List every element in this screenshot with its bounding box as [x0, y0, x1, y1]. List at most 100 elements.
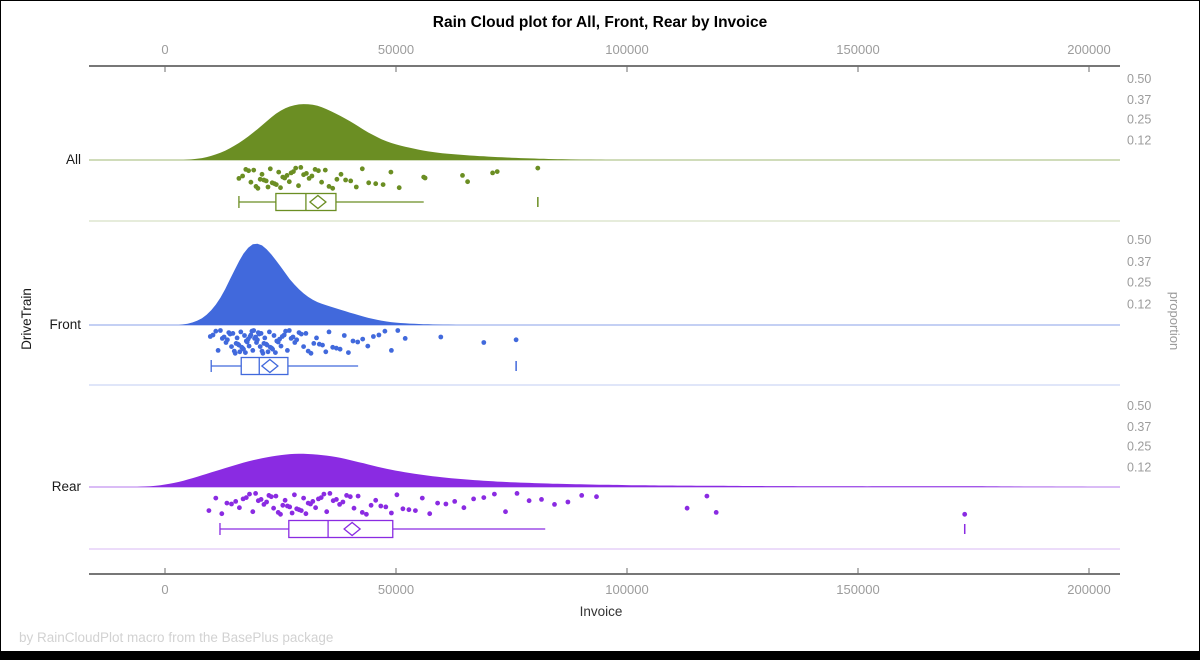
data-point	[452, 499, 458, 504]
density-area-rear	[137, 453, 1108, 487]
data-point	[246, 343, 252, 349]
data-point	[246, 168, 252, 174]
data-point	[435, 500, 440, 506]
data-point	[419, 495, 425, 501]
x-tick-label: 50000	[378, 582, 414, 597]
data-point	[402, 336, 408, 341]
box-rect	[288, 519, 394, 539]
plot-title: Rain Cloud plot for All, Front, Rear by …	[432, 14, 768, 31]
data-point	[276, 169, 282, 175]
data-point	[248, 179, 254, 185]
data-point	[376, 332, 382, 338]
data-point	[704, 493, 710, 499]
data-point	[400, 506, 406, 512]
data-point	[337, 346, 343, 352]
data-point	[237, 349, 243, 355]
data-point	[233, 499, 239, 504]
data-point	[344, 493, 349, 498]
box-plot-front	[210, 356, 517, 376]
data-point	[366, 180, 372, 186]
data-point	[438, 334, 444, 340]
data-point	[238, 329, 244, 335]
data-point	[278, 511, 283, 517]
data-point	[251, 328, 257, 333]
data-point	[314, 335, 319, 341]
mean-diamond	[260, 358, 279, 374]
data-point	[234, 335, 240, 341]
data-point	[303, 331, 309, 336]
data-point	[285, 348, 290, 353]
data-point	[594, 494, 599, 500]
data-point	[251, 167, 257, 173]
data-point	[215, 348, 221, 353]
x-tick-label: 200000	[1067, 582, 1110, 597]
data-point	[248, 332, 254, 338]
data-point	[368, 502, 374, 508]
data-point	[213, 328, 219, 334]
data-point	[330, 344, 336, 350]
data-point	[371, 334, 376, 339]
data-point	[316, 168, 321, 174]
data-point	[526, 498, 532, 504]
data-point	[221, 334, 227, 340]
data-point	[552, 502, 557, 507]
data-point	[268, 494, 274, 500]
data-point	[539, 497, 544, 502]
data-point	[355, 493, 361, 499]
data-point	[383, 504, 389, 510]
data-point	[309, 173, 315, 179]
x-tick-label: 150000	[836, 42, 879, 57]
proportion-tick-label: 0.50	[1127, 72, 1151, 86]
data-point	[343, 177, 348, 183]
data-point	[250, 348, 256, 353]
data-point	[237, 505, 242, 511]
data-point	[298, 165, 304, 170]
data-point	[359, 510, 365, 515]
data-point	[326, 329, 332, 335]
data-point	[503, 509, 508, 515]
data-point	[280, 502, 286, 508]
data-point	[513, 337, 519, 343]
data-point	[373, 181, 379, 187]
x-tick-label: 150000	[836, 582, 879, 597]
data-point	[324, 509, 330, 515]
category-label-all: All	[65, 152, 81, 167]
bottom-black-bar	[1, 651, 1199, 659]
data-point	[684, 505, 690, 511]
data-point	[330, 185, 336, 191]
data-point	[334, 497, 339, 502]
proportion-tick-label: 0.12	[1127, 134, 1151, 148]
data-point	[380, 182, 386, 188]
x-tick-label: 100000	[605, 42, 648, 57]
x-tick-label: 0	[161, 42, 168, 57]
data-point	[273, 493, 279, 499]
footer-attribution: by RainCloudPlot macro from the BasePlus…	[19, 630, 334, 645]
data-point	[338, 171, 344, 177]
x-tick-label: 50000	[378, 42, 414, 57]
data-point	[250, 509, 256, 515]
proportion-tick-label: 0.25	[1127, 113, 1151, 127]
data-point	[355, 339, 361, 345]
data-point	[298, 508, 304, 513]
x-tick-label: 0	[161, 582, 168, 597]
data-point	[301, 344, 306, 349]
data-point	[287, 504, 293, 510]
data-point	[278, 185, 283, 191]
data-point	[348, 178, 354, 184]
proportion-tick-label: 0.12	[1127, 298, 1151, 312]
data-point	[298, 331, 304, 337]
data-point	[273, 182, 279, 188]
data-point	[327, 491, 333, 496]
data-point	[337, 502, 342, 507]
data-point	[382, 328, 388, 334]
data-point	[311, 341, 317, 346]
data-point	[225, 337, 230, 343]
data-point	[318, 495, 324, 500]
data-point	[243, 350, 248, 355]
data-point	[492, 491, 497, 497]
data-point	[290, 334, 296, 340]
y-axis-title-proportion: proportion	[1167, 291, 1182, 351]
data-point	[258, 497, 264, 502]
data-point	[281, 332, 287, 338]
jitter-points-rear	[206, 491, 968, 517]
